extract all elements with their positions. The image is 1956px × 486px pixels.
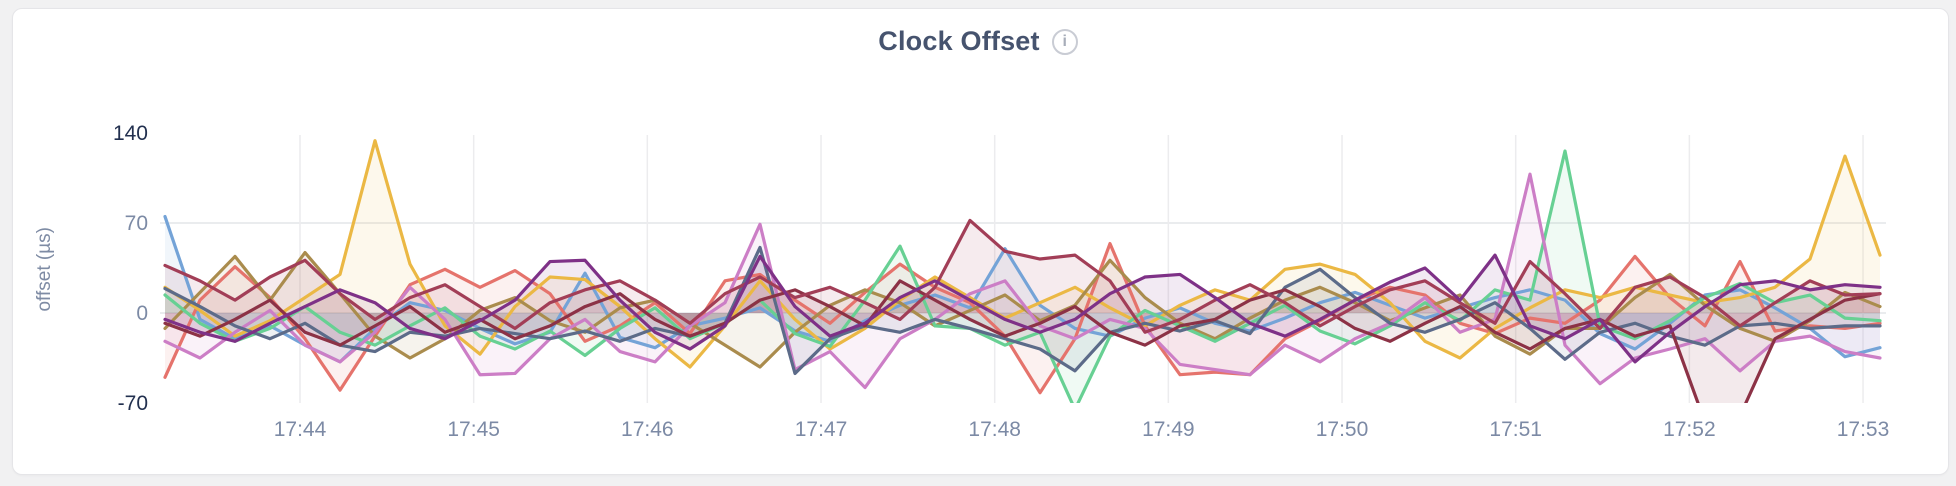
chart-card xyxy=(12,8,1949,475)
chart-title: Clock Offset xyxy=(878,26,1040,56)
x-tick-label: 17:50 xyxy=(1316,418,1369,441)
series-lines xyxy=(163,139,1882,403)
x-tick-label: 17:47 xyxy=(795,418,848,441)
series-line-5 xyxy=(163,149,1882,403)
y-tick-label: 70 xyxy=(125,212,148,235)
x-tick-label: 17:45 xyxy=(447,418,500,441)
series-area-10 xyxy=(165,255,1880,362)
x-tick-label: 17:44 xyxy=(274,418,327,441)
y-axis-title-text: offset (µs) xyxy=(34,226,55,312)
chart-header: Clock Offset i xyxy=(0,26,1956,57)
x-tick-label: 17:46 xyxy=(621,418,674,441)
series-area-5 xyxy=(165,151,1880,403)
x-tick-label: 17:48 xyxy=(968,418,1021,441)
series-area-2 xyxy=(165,243,1880,393)
x-tick-label: 17:52 xyxy=(1663,418,1716,441)
y-axis-tick-labels: 140 70 0 -70 xyxy=(113,122,148,415)
y-tick-label: 140 xyxy=(113,122,148,145)
series-area-1 xyxy=(165,216,1880,362)
series-area-6 xyxy=(165,174,1880,388)
series-line-10 xyxy=(163,253,1882,364)
y-tick-label: 0 xyxy=(136,302,148,325)
y-axis-title: offset (µs) xyxy=(32,130,58,408)
info-icon[interactable]: i xyxy=(1051,28,1078,55)
y-tick-label: -70 xyxy=(118,392,148,415)
x-axis-tick-labels: 17:44 17:45 17:46 17:47 17:48 17:49 17:50 17:51… xyxy=(274,418,1890,441)
series-area-3 xyxy=(165,140,1880,367)
x-tick-label: 17:51 xyxy=(1489,418,1542,441)
series-areas xyxy=(165,140,1880,403)
x-tick-label: 17:49 xyxy=(1142,418,1195,441)
x-tick-label: 17:53 xyxy=(1837,418,1890,441)
